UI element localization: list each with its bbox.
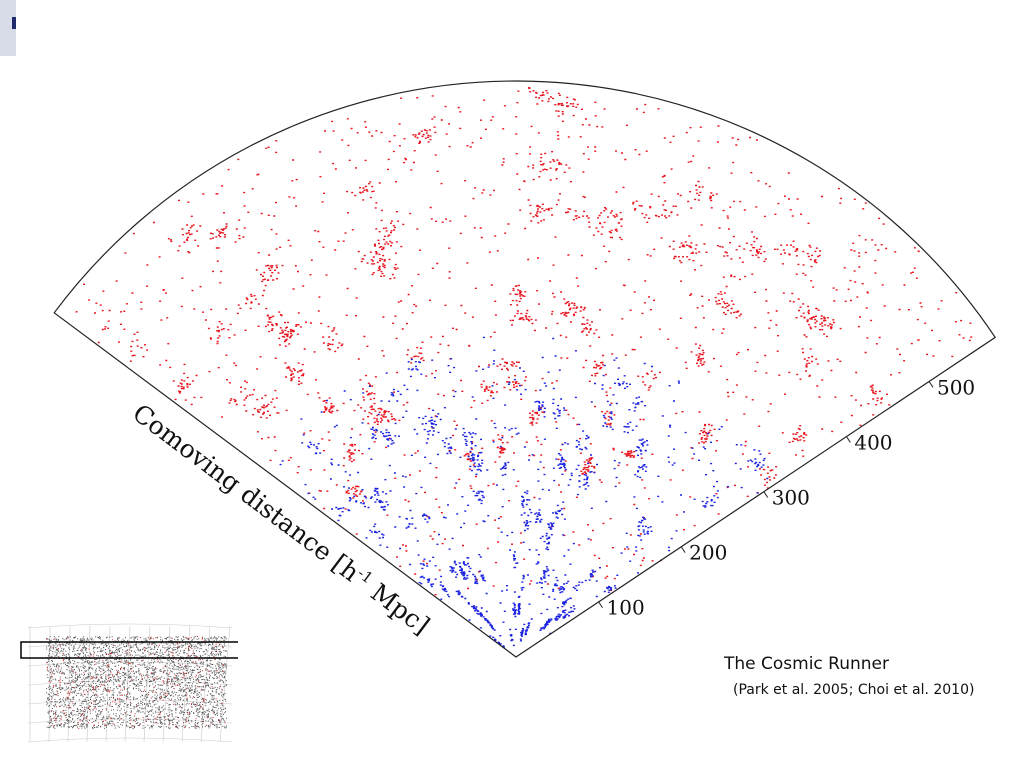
radial-axis-label-tail: Mpc]: [359, 573, 435, 640]
footprint-dots-dark: [46, 636, 227, 729]
slide-corner-accent: [12, 17, 16, 29]
radial-tick-500: [928, 381, 934, 388]
radial-tick-100: [598, 601, 603, 608]
footprint-galaxies: [46, 636, 227, 729]
figure-reference: (Park et al. 2005; Choi et al. 2010): [733, 682, 975, 698]
radial-axis-label-main: Comoving distance [h: [127, 398, 365, 587]
survey-wedge-outline: [53, 80, 997, 658]
galaxy-points: [75, 87, 973, 648]
series-2: [279, 336, 769, 648]
radial-tick-marks: [598, 381, 934, 608]
radial-tick-label-300: 300: [772, 486, 810, 510]
radial-tick-label-400: 400: [854, 430, 892, 454]
footprint-map: [20, 623, 250, 743]
radial-axis-label: Comoving distance [h-1 Mpc]: [127, 398, 435, 640]
footprint-grid-lines: [27, 623, 233, 743]
radial-tick-400: [846, 436, 851, 443]
radial-tick-label-100: 100: [607, 596, 645, 620]
series-1: [75, 87, 973, 596]
radial-tick-200: [680, 546, 686, 553]
radial-tick-300: [763, 491, 769, 498]
figure-title: The Cosmic Runner: [724, 654, 890, 674]
slide-corner-mark: [0, 0, 16, 56]
radial-tick-label-200: 200: [689, 541, 727, 565]
survey-footprint-inset: [20, 618, 250, 746]
footprint-grid-path: [27, 623, 233, 743]
radial-tick-labels: 100 200 300 400 500: [607, 375, 976, 619]
series-1-points: [75, 87, 973, 596]
series-2-points: [279, 336, 769, 648]
footprint-dots-red: [46, 636, 226, 729]
radial-tick-label-500: 500: [937, 375, 975, 399]
